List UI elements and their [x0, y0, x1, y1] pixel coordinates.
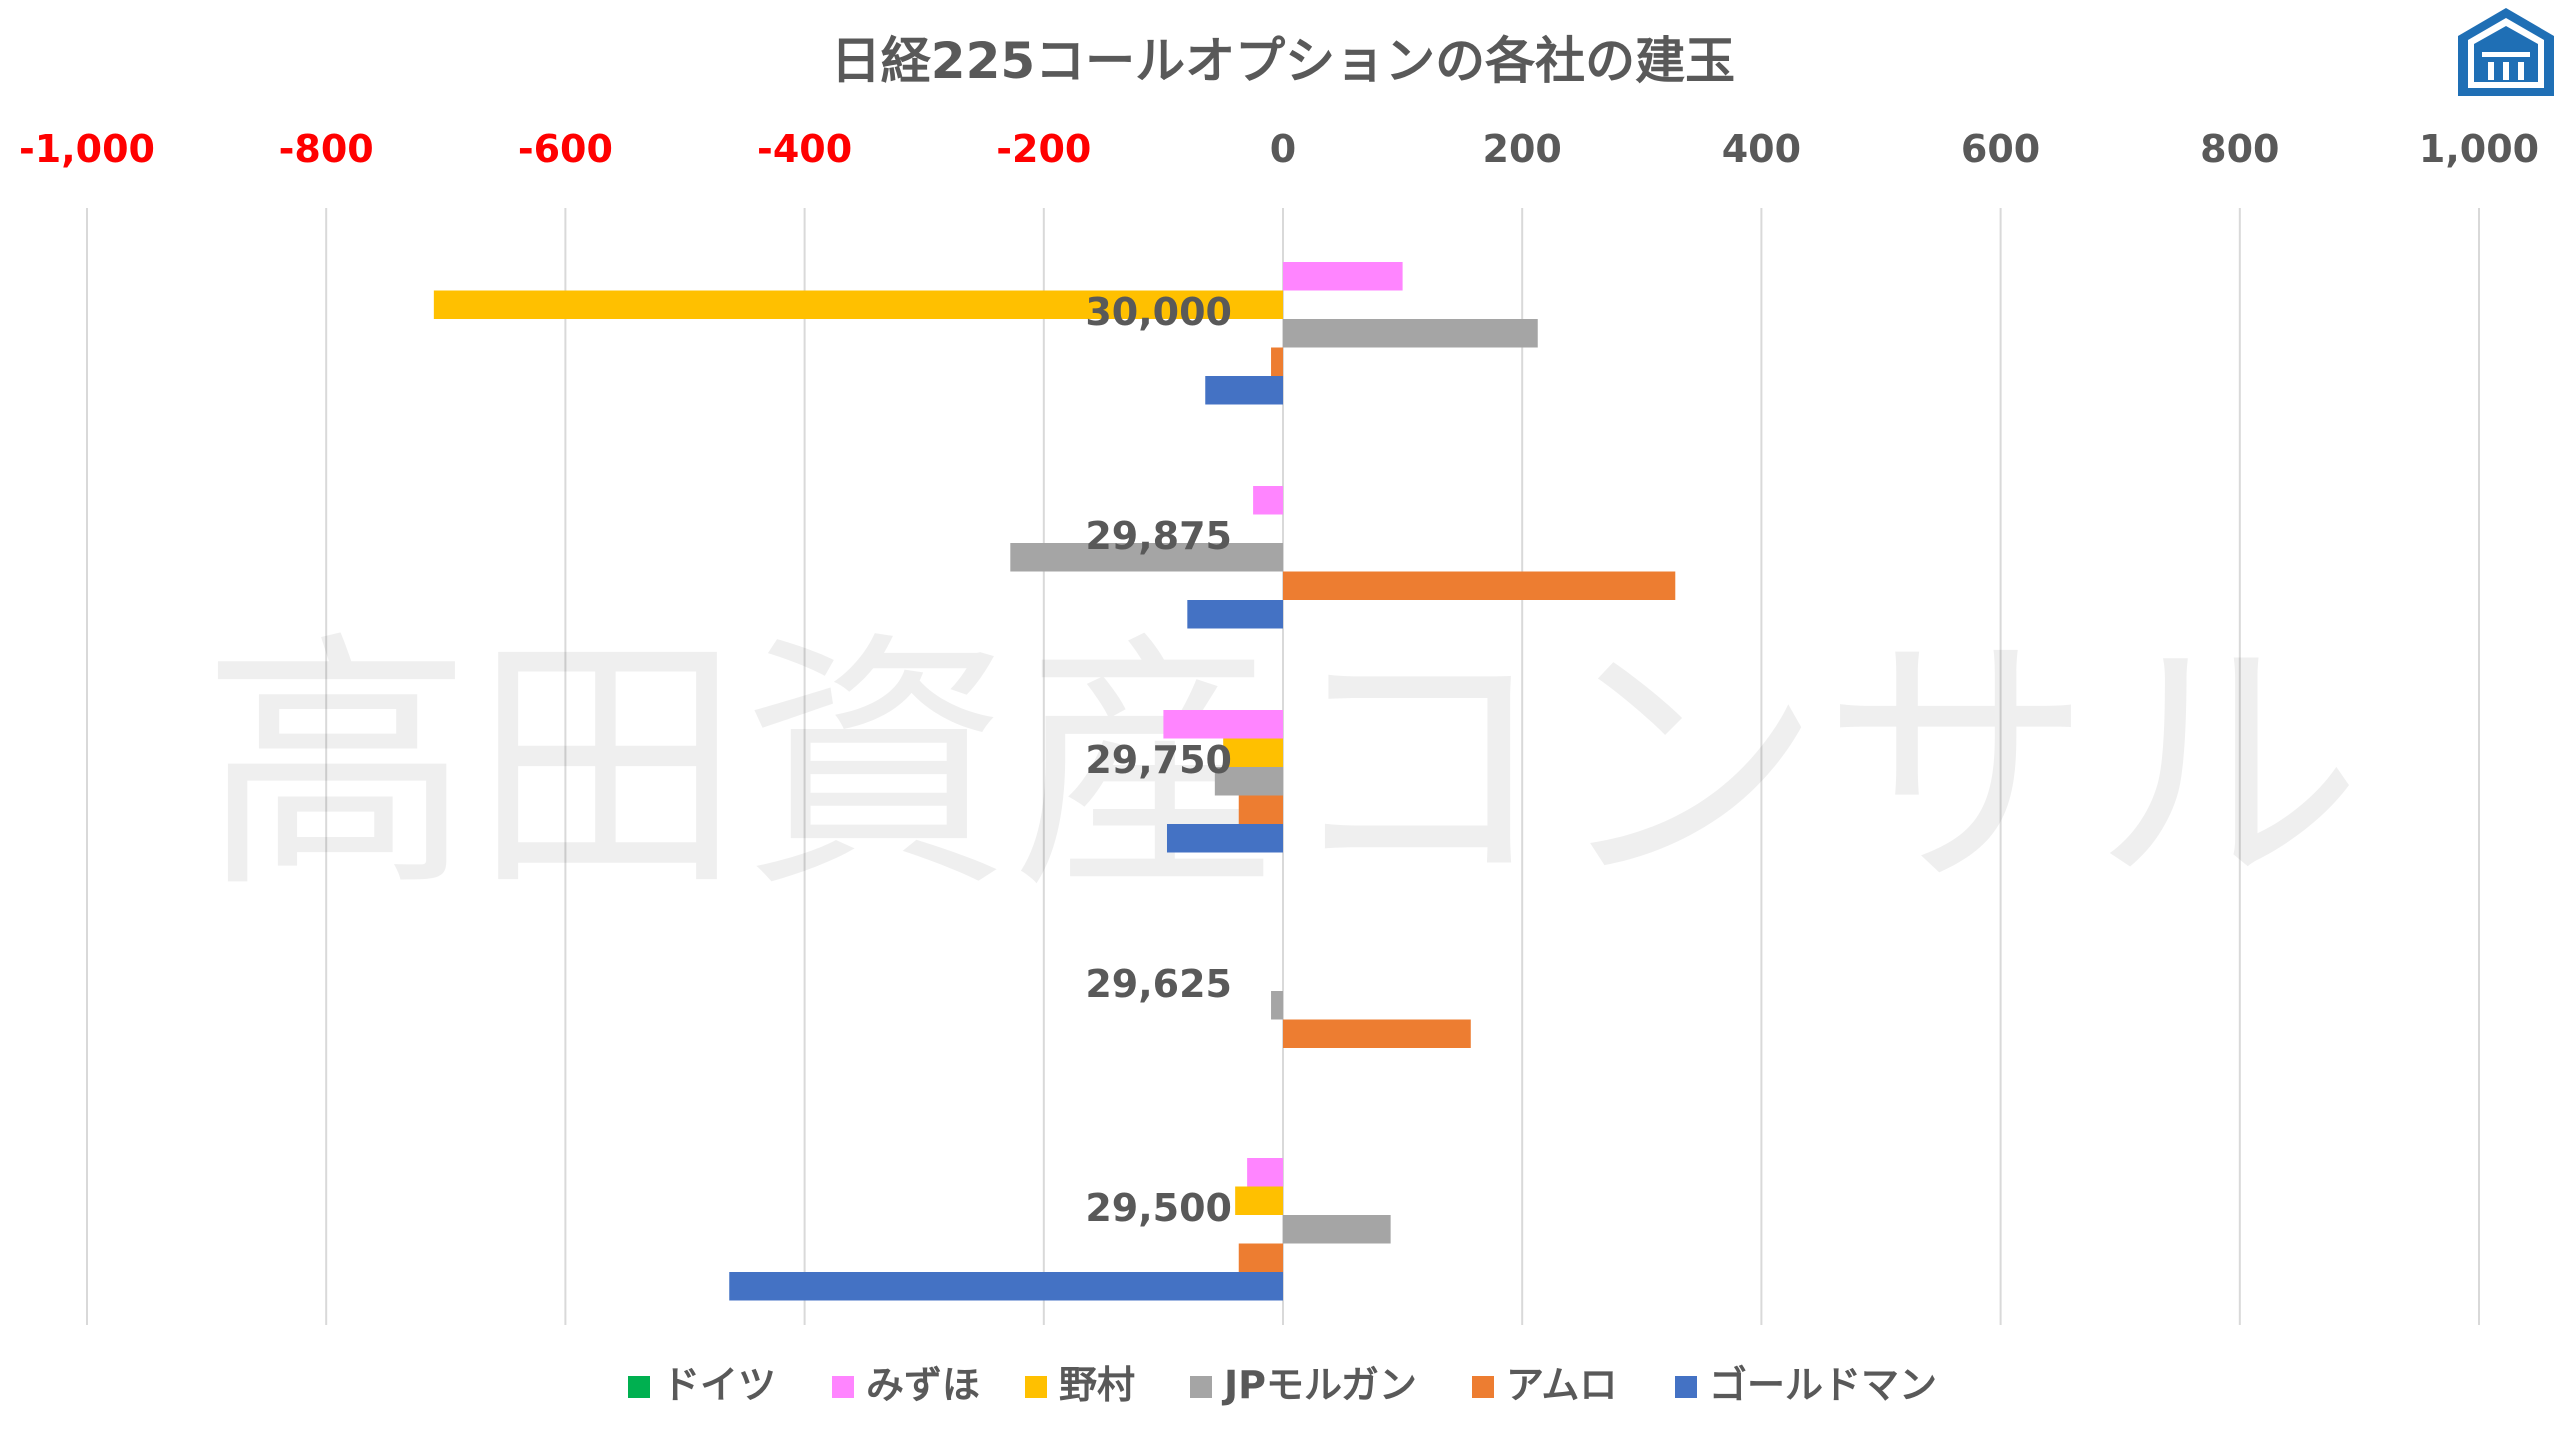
x-tick-label: -800	[279, 127, 374, 171]
bar	[1283, 571, 1676, 600]
bar	[1238, 1243, 1283, 1272]
bar	[1283, 319, 1538, 348]
bar	[1205, 376, 1283, 405]
legend-label: ドイツ	[662, 1363, 776, 1407]
category-label: 29,875	[1085, 514, 1232, 558]
legend-label: ゴールドマン	[1709, 1363, 1937, 1407]
bar	[1214, 767, 1283, 796]
category-label: 29,500	[1085, 1186, 1232, 1230]
category-label: 29,750	[1085, 738, 1232, 782]
bar	[729, 1272, 1283, 1301]
category-labels: 30,000 29,875 29,750 29,625 29,500	[1085, 290, 1232, 1230]
x-tick-label: 0	[1270, 127, 1296, 171]
x-tick-label: 800	[2200, 127, 2279, 171]
legend-swatch	[1675, 1376, 1697, 1398]
legend-label: みずほ	[866, 1363, 980, 1407]
x-tick-label: 1,000	[2419, 127, 2539, 171]
x-tick-label: 200	[1483, 127, 1562, 171]
legend-swatch	[1190, 1376, 1212, 1398]
bar	[1010, 543, 1283, 572]
legend-label: 野村	[1059, 1363, 1135, 1407]
logo-icon	[2458, 8, 2554, 96]
bar	[1271, 347, 1283, 376]
legend-swatch	[1472, 1376, 1494, 1398]
bar	[1166, 824, 1283, 853]
bar	[1187, 600, 1283, 629]
x-tick-label: 400	[1722, 127, 1801, 171]
x-tick-label: -400	[757, 127, 852, 171]
x-tick-label: -1,000	[19, 127, 155, 171]
bar	[1247, 1158, 1283, 1187]
legend-swatch	[832, 1376, 854, 1398]
legend-label: アムロ	[1506, 1363, 1617, 1407]
x-tick-label: -600	[518, 127, 613, 171]
x-tick-label: 600	[1961, 127, 2040, 171]
bar	[1235, 1186, 1283, 1215]
bar	[1253, 486, 1283, 515]
category-label: 29,625	[1085, 962, 1232, 1006]
bar	[1283, 262, 1403, 291]
legend-swatch	[1025, 1376, 1047, 1398]
bar	[1163, 710, 1283, 739]
bar	[1271, 991, 1283, 1020]
bars	[433, 262, 1676, 1301]
bar	[1283, 1215, 1391, 1244]
bar	[433, 290, 1284, 319]
bar	[1283, 1019, 1471, 1048]
bar	[1223, 738, 1283, 767]
legend-swatch	[628, 1376, 650, 1398]
bar	[1238, 795, 1283, 824]
x-axis-tick-labels: -1,000 -800 -600 -400 -200 0 200 400 600 800 1,000	[19, 127, 2539, 171]
legend: ドイツ みずほ 野村 JPモルガン アムロ ゴールドマン	[628, 1363, 1937, 1407]
x-tick-label: -200	[996, 127, 1091, 171]
legend-label: JPモルガン	[1221, 1363, 1417, 1407]
category-label: 30,000	[1085, 290, 1232, 334]
chart-title: 日経225コールオプションの各社の建玉	[831, 32, 1735, 90]
